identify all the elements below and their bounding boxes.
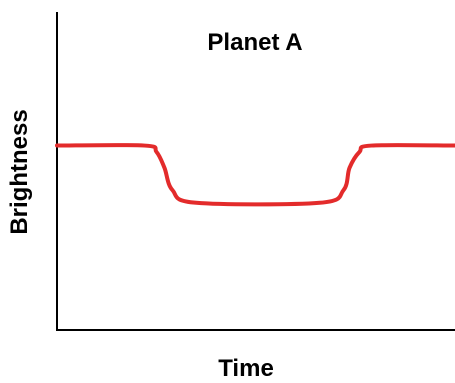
y-axis-label: Brightness <box>6 109 33 234</box>
chart-title: Planet A <box>207 29 302 56</box>
brightness-series-line <box>57 145 455 204</box>
x-axis-label: Time <box>218 355 274 382</box>
